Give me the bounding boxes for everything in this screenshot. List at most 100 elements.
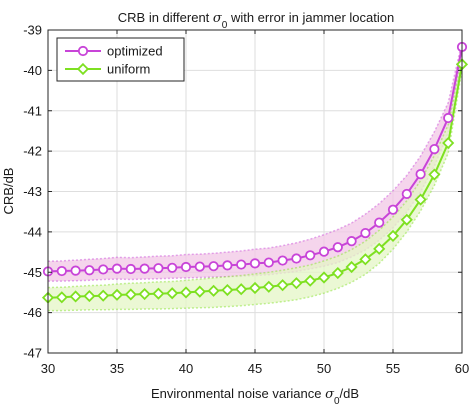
y-tick-label: -42 bbox=[23, 144, 42, 159]
uniform-point bbox=[276, 279, 289, 292]
uniform-point bbox=[304, 274, 317, 287]
optimized-point bbox=[236, 259, 247, 270]
uniform-point bbox=[179, 286, 193, 299]
optimized-point bbox=[153, 263, 164, 274]
uniform-point bbox=[124, 288, 137, 301]
optimized-point bbox=[318, 246, 330, 257]
y-tick-label: -45 bbox=[23, 265, 42, 280]
uniform-point bbox=[262, 280, 275, 293]
legend-label-uniform: uniform bbox=[107, 62, 150, 77]
y-tick-label: -46 bbox=[23, 305, 42, 320]
uniform-point bbox=[152, 287, 165, 300]
uniform-lower-bound bbox=[48, 69, 463, 312]
optimized-point bbox=[167, 262, 178, 273]
y-tick-label: -47 bbox=[23, 346, 42, 361]
optimized-point bbox=[139, 263, 150, 274]
uniform-point bbox=[97, 289, 110, 302]
uniform-point bbox=[83, 289, 96, 303]
optimized-point bbox=[387, 204, 399, 215]
uniform-point bbox=[207, 284, 220, 297]
uniform-point bbox=[248, 281, 262, 295]
xlabel-text-end: /dB bbox=[340, 386, 360, 401]
optimized-point bbox=[84, 265, 95, 276]
xlabel-sigma: σ bbox=[325, 387, 335, 402]
uniform-point bbox=[442, 136, 455, 150]
uniform-point bbox=[386, 229, 400, 242]
optimized-point bbox=[401, 188, 412, 200]
optimized-upper-bound bbox=[47, 41, 463, 263]
x-tick-label: 50 bbox=[317, 361, 331, 376]
y-tick-label: -41 bbox=[23, 103, 42, 118]
optimized-point bbox=[360, 227, 371, 239]
y-tick-label: -44 bbox=[23, 224, 42, 239]
title-text-end: with error in jammer location bbox=[227, 10, 394, 25]
y-tick-label: -43 bbox=[23, 184, 42, 199]
optimized-point bbox=[56, 265, 67, 277]
optimized-point bbox=[249, 258, 261, 269]
uniform-point bbox=[317, 271, 331, 284]
xlabel-subscript: 0 bbox=[334, 396, 340, 405]
uniform-upper-bound bbox=[47, 58, 463, 289]
y-axis-label: CRB/dB bbox=[1, 168, 16, 215]
x-tick-label: 45 bbox=[248, 361, 262, 376]
optimized-point bbox=[98, 264, 109, 275]
optimized-point bbox=[111, 263, 123, 274]
optimized-point bbox=[305, 250, 316, 261]
confidence-bands bbox=[47, 41, 463, 312]
xlabel-text: Environmental noise variance bbox=[151, 386, 325, 401]
x-axis-label: Environmental noise variance σ0/dB bbox=[151, 386, 359, 405]
legend-label-optimized: optimized bbox=[107, 44, 163, 59]
title-sigma: σ bbox=[213, 11, 223, 26]
uniform-point bbox=[414, 193, 427, 206]
y-axis: -39 -40 -41 -42 -43 -44 -45 -46 -47 bbox=[23, 23, 462, 361]
uniform-point bbox=[221, 283, 234, 297]
chart-title: CRB in different σ0 with error in jammer… bbox=[118, 10, 394, 31]
legend-marker-optimized bbox=[77, 45, 89, 57]
legend-box bbox=[56, 37, 185, 82]
uniform-point bbox=[138, 287, 151, 301]
optimized-point bbox=[346, 236, 357, 247]
optimized-point bbox=[415, 169, 426, 180]
uniform-point bbox=[110, 288, 124, 301]
optimized-point bbox=[208, 261, 219, 272]
optimized-point bbox=[263, 257, 274, 268]
x-tick-label: 40 bbox=[179, 361, 193, 376]
optimized-point bbox=[291, 253, 302, 264]
x-tick-label: 30 bbox=[41, 361, 55, 376]
y-tick-label: -39 bbox=[23, 23, 42, 38]
uniform-point bbox=[235, 283, 248, 296]
y-tick-label: -40 bbox=[23, 63, 42, 78]
optimized-point bbox=[332, 242, 343, 253]
uniform-point bbox=[345, 260, 358, 274]
uniform-point bbox=[331, 266, 344, 280]
optimized-point bbox=[125, 263, 136, 275]
series-markers bbox=[41, 41, 469, 304]
optimized-band bbox=[48, 42, 462, 282]
uniform-point bbox=[400, 213, 413, 226]
uniform-point bbox=[166, 287, 179, 300]
optimized-point bbox=[222, 260, 233, 271]
title-text: CRB in different bbox=[118, 10, 213, 25]
uniform-point bbox=[69, 290, 82, 303]
uniform-point bbox=[55, 291, 68, 304]
x-tick-label: 35 bbox=[110, 361, 124, 376]
x-tick-label: 55 bbox=[386, 361, 400, 376]
title-subscript: 0 bbox=[222, 20, 228, 31]
uniform-point bbox=[373, 242, 386, 255]
optimized-point bbox=[429, 144, 440, 155]
uniform-point bbox=[193, 285, 206, 298]
optimized-point bbox=[70, 265, 81, 276]
optimized-point bbox=[194, 261, 205, 272]
optimized-point bbox=[180, 261, 192, 273]
legend: optimized uniform bbox=[56, 37, 185, 82]
optimized-point bbox=[443, 112, 454, 124]
uniform-point bbox=[428, 168, 441, 181]
optimized-point bbox=[374, 217, 385, 228]
uniform-point bbox=[290, 277, 303, 290]
uniform-point bbox=[359, 253, 372, 266]
x-axis: 30 35 40 45 50 55 60 bbox=[41, 30, 469, 376]
optimized-point bbox=[277, 255, 288, 266]
x-tick-label: 60 bbox=[455, 361, 469, 376]
legend-marker-uniform bbox=[76, 62, 90, 76]
